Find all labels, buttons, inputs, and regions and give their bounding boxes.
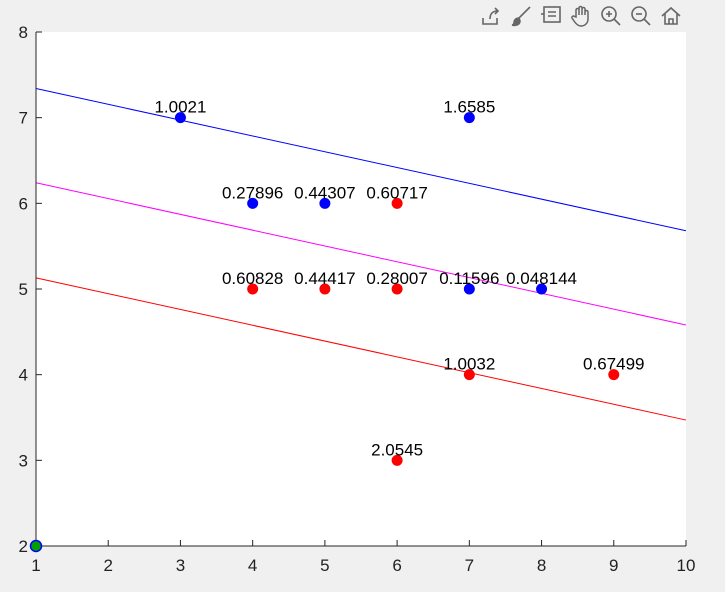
data-label: 2.0545 [371, 440, 423, 459]
x-tick-label: 4 [248, 556, 257, 575]
data-point [29, 539, 43, 553]
y-tick-label: 4 [19, 366, 28, 385]
x-tick-label: 8 [537, 556, 546, 575]
zoom-out-button[interactable] [626, 2, 655, 30]
fit-line-red [35, 277, 687, 421]
data-point [391, 283, 403, 295]
data-point [247, 283, 259, 295]
home-icon [660, 6, 681, 25]
data-labels: 1.0021 1.6585 0.27896 0.44307 0.60717 0.60828… [154, 98, 644, 460]
data-label: 0.44307 [294, 183, 355, 202]
data-label: 1.6585 [443, 98, 495, 117]
data-label: 1.0021 [154, 98, 206, 117]
data-point [608, 369, 620, 381]
x-tick-label: 3 [176, 556, 185, 575]
export-icon [481, 7, 499, 25]
pan-button[interactable] [566, 2, 595, 30]
axes-toolbar [476, 2, 685, 30]
zoom-in-button[interactable] [596, 2, 625, 30]
zoom-in-icon [600, 6, 621, 26]
data-point [536, 283, 548, 295]
x-tick-label: 1 [31, 556, 40, 575]
data-label: 0.048144 [506, 269, 577, 288]
data-point [463, 369, 475, 381]
data-label: 0.11596 [439, 269, 499, 288]
brush-button[interactable] [506, 2, 535, 30]
data-points [29, 112, 620, 553]
data-label: 0.67499 [583, 355, 644, 374]
data-label: 0.44417 [294, 269, 355, 288]
x-tick-label: 7 [465, 556, 474, 575]
y-tick-label: 5 [19, 280, 28, 299]
data-point [247, 197, 259, 209]
fit-line-blue [35, 88, 687, 232]
data-label: 0.60717 [366, 183, 427, 202]
plot-area [36, 32, 686, 546]
x-tick-label: 9 [609, 556, 618, 575]
data-label: 0.60828 [222, 269, 283, 288]
y-tick-label: 2 [19, 537, 28, 556]
data-label: 1.0032 [443, 355, 495, 374]
data-point [319, 197, 331, 209]
data-label: 0.27896 [222, 183, 283, 202]
x-tick-label: 5 [320, 556, 329, 575]
data-tips-icon [540, 6, 561, 23]
data-label: 0.28007 [366, 269, 427, 288]
data-point [391, 197, 403, 209]
x-tick-label: 2 [103, 556, 112, 575]
fit-lines [35, 88, 687, 421]
data-tips-button[interactable] [536, 2, 565, 30]
home-button[interactable] [656, 2, 685, 30]
x-tick-label: 10 [677, 556, 696, 575]
data-point [174, 112, 186, 124]
x-tick-label: 6 [392, 556, 401, 575]
brush-icon [511, 6, 531, 27]
export-button[interactable] [476, 2, 505, 30]
pan-icon [570, 5, 589, 27]
y-tick-label: 8 [19, 23, 28, 42]
data-point [319, 283, 331, 295]
data-point [463, 112, 475, 124]
y-tick-label: 3 [19, 451, 28, 470]
y-tick-label: 6 [19, 194, 28, 213]
fit-line-magenta [35, 182, 687, 326]
data-point [391, 454, 403, 466]
y-tick-label: 7 [19, 109, 28, 128]
data-point [463, 283, 475, 295]
zoom-out-icon [630, 6, 651, 26]
